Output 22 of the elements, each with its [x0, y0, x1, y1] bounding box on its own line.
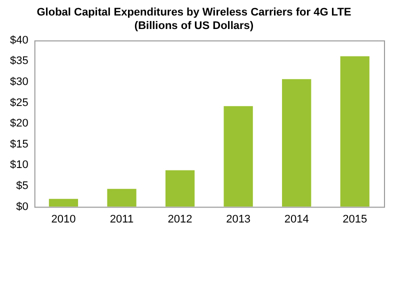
y-tick-label: $5	[16, 180, 28, 192]
bar	[340, 56, 370, 207]
y-tick-label: $35	[10, 55, 28, 68]
y-tick-label: $30	[10, 76, 28, 88]
bar	[165, 170, 195, 207]
y-tick-label: $15	[10, 138, 28, 150]
x-tick-label: 2013	[226, 213, 251, 226]
x-tick-label: 2011	[110, 213, 134, 226]
y-tick-label: $25	[10, 96, 28, 109]
bar	[107, 188, 136, 207]
bar	[224, 106, 253, 207]
y-tick-label: $20	[10, 118, 28, 130]
y-tick-label: $10	[10, 159, 28, 172]
bar	[282, 79, 312, 207]
y-tick-label: $0	[16, 200, 28, 213]
bar	[48, 198, 78, 207]
y-tick-label: $40	[10, 34, 28, 46]
chart-title: Global Capital Expenditures by Wireless Carriers for 4G LTE (Billions of US Dollars)	[36, 6, 352, 32]
x-tick-label: 2012	[168, 213, 192, 226]
x-tick-label: 2014	[284, 213, 309, 226]
x-tick-label: 2010	[51, 213, 76, 226]
x-tick-label: 2015	[342, 213, 368, 226]
